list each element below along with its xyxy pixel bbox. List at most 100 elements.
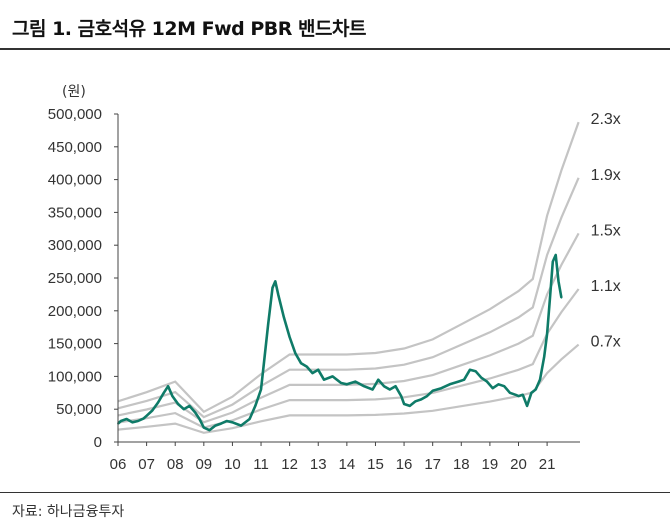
band-lines: [117, 121, 580, 434]
x-tick-label: 09: [195, 456, 212, 473]
x-tick-label: 07: [138, 456, 155, 473]
price-point: [202, 426, 205, 429]
price-point: [480, 376, 483, 379]
price-point: [231, 421, 234, 424]
price-point: [331, 375, 334, 378]
price-point: [225, 420, 228, 422]
band-line-1.9x: [117, 177, 580, 419]
price-point: [240, 424, 242, 427]
price-point: [371, 388, 374, 391]
price-point: [526, 405, 528, 407]
price-point: [271, 286, 274, 289]
price-point: [539, 378, 541, 381]
x-tick-label: 20: [510, 456, 527, 473]
price-point: [182, 408, 185, 411]
y-tick-label: 50,000: [56, 401, 102, 418]
price-point: [198, 418, 201, 420]
price-point: [549, 296, 551, 299]
price-point: [431, 389, 434, 392]
price-point: [448, 383, 451, 386]
price-point: [171, 395, 174, 397]
price-point: [557, 280, 560, 283]
price-point: [440, 387, 443, 390]
price-point: [363, 385, 365, 388]
price-point: [260, 388, 262, 391]
axis-labels: 0 50,000 100,000 150,000 200,000 250,000 300,0…: [48, 106, 621, 473]
x-tick-label: 10: [224, 456, 241, 473]
y-tick-label: 300,000: [48, 237, 102, 254]
price-point: [530, 391, 533, 394]
price-point: [469, 368, 471, 371]
price-point: [554, 254, 557, 256]
price-point: [560, 296, 563, 299]
price-point: [125, 418, 128, 420]
price-point: [486, 380, 488, 383]
price-point: [491, 387, 494, 390]
price-point: [311, 372, 314, 374]
price-line-group: [117, 253, 563, 432]
y-tick-label: 0: [94, 434, 102, 451]
price-point: [546, 332, 548, 335]
x-tick-label: 19: [482, 456, 499, 473]
price-point: [426, 395, 428, 397]
price-point: [457, 380, 460, 383]
price-point: [503, 385, 506, 388]
y-unit-label: (원): [62, 84, 86, 100]
price-point: [388, 388, 391, 391]
band-label: 1.5x: [591, 222, 621, 239]
band-label: 2.3x: [591, 111, 621, 128]
band-line-2.3x: [117, 121, 580, 414]
price-point: [551, 260, 554, 263]
price-point: [120, 420, 122, 422]
x-tick-label: 08: [167, 456, 184, 473]
x-tick-label: 16: [396, 456, 413, 473]
top-rule: [0, 48, 670, 50]
price-point: [294, 352, 297, 355]
price-point: [317, 368, 320, 371]
x-tick-label: 06: [110, 456, 127, 473]
price-point: [394, 385, 397, 388]
price-point: [248, 418, 251, 420]
y-tick-label: 400,000: [48, 172, 102, 189]
price-point: [145, 414, 148, 417]
price-point: [323, 378, 325, 381]
x-tick-label: 14: [339, 456, 356, 473]
x-tick-label: 13: [310, 456, 327, 473]
price-line: [117, 253, 563, 432]
price-point: [142, 417, 145, 420]
bottom-rule: [0, 492, 670, 493]
price-point: [220, 422, 222, 425]
price-point: [400, 395, 403, 397]
price-point: [346, 383, 348, 386]
price-point: [194, 411, 197, 414]
price-point: [274, 280, 277, 283]
y-tick-label: 500,000: [48, 106, 102, 123]
price-point: [514, 393, 517, 396]
price-point: [509, 391, 511, 394]
price-point: [254, 405, 257, 407]
price-point: [137, 420, 139, 422]
price-point: [408, 405, 411, 407]
y-tick-label: 250,000: [48, 270, 102, 287]
price-point: [277, 293, 280, 296]
price-point: [288, 336, 291, 338]
price-point: [497, 383, 500, 386]
price-point: [263, 362, 265, 365]
price-point: [340, 382, 342, 384]
price-point: [377, 378, 380, 381]
figure-title: 그림 1. 금호석유 12M Fwd PBR 밴드차트: [12, 18, 366, 40]
x-tick-label: 17: [424, 456, 441, 473]
x-tick-label: 21: [539, 456, 556, 473]
price-point: [162, 391, 165, 394]
price-point: [517, 395, 520, 397]
price-point: [305, 365, 308, 368]
price-point: [521, 393, 524, 396]
price-point: [151, 409, 154, 412]
price-point: [543, 355, 546, 358]
price-point: [188, 405, 191, 407]
band-label: 0.7x: [591, 334, 621, 351]
price-point: [131, 421, 134, 424]
price-point: [403, 403, 405, 405]
band-label: 1.9x: [591, 167, 621, 184]
